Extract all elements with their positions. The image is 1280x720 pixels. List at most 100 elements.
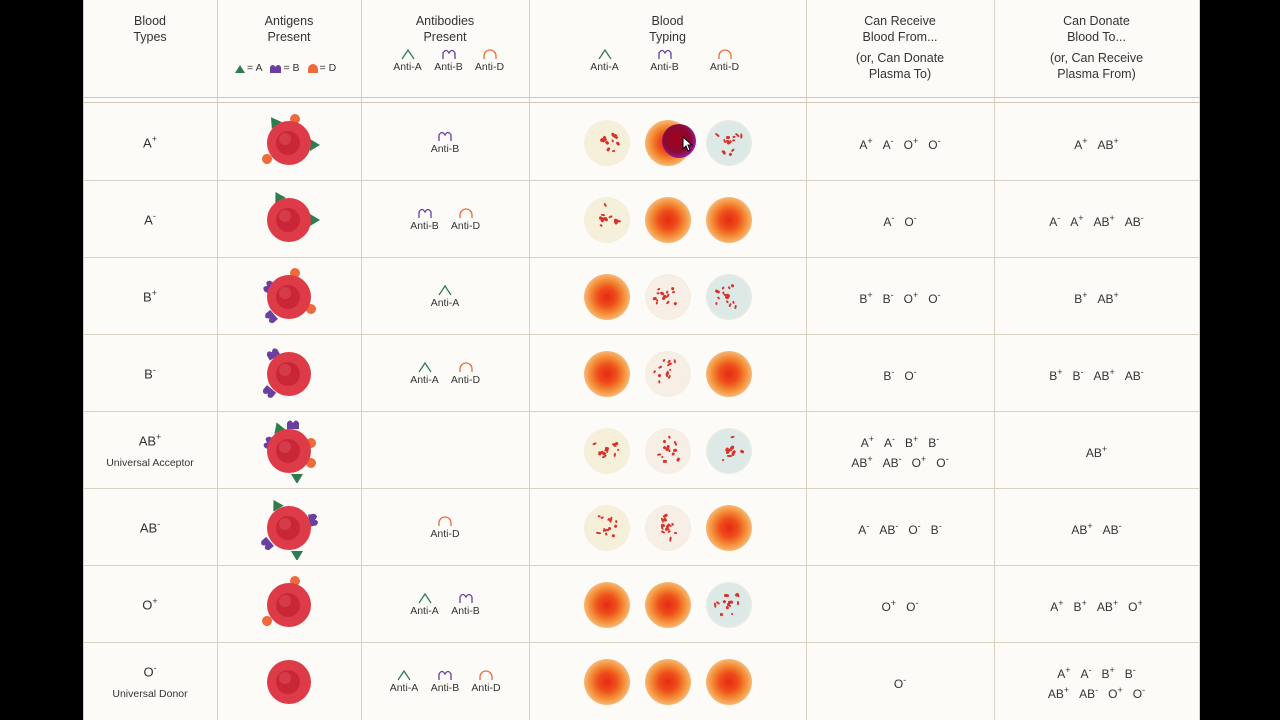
antibody-label: Anti-D: [709, 61, 740, 73]
blood-type-line: A+ AB+: [1069, 133, 1124, 153]
antibody-label: Anti-D: [430, 527, 460, 540]
anti-a-icon: [597, 49, 612, 60]
anti-b-icon: [438, 131, 452, 141]
antibodies-cell: Anti-D: [361, 489, 529, 566]
mouse-cursor-icon: [682, 136, 694, 152]
typing-cell: [529, 335, 806, 412]
blood-type-chip: AB+: [1093, 212, 1115, 229]
blood-type-name: A: [143, 135, 152, 151]
blood-type-chip: AB-: [1079, 684, 1099, 701]
header-line: Types: [133, 29, 167, 44]
blood-type-line: B+ B- AB+ AB-: [1044, 364, 1149, 384]
blood-type-chip: A-: [1049, 212, 1061, 229]
blood-type-chip: A+: [1070, 212, 1084, 229]
header-antibodies: Antibodies Present: [361, 14, 529, 45]
blood-type-chip: O+: [1128, 597, 1143, 614]
blood-type-line: A+ B+ AB+ O+: [1045, 595, 1147, 615]
antibody-label: Anti-A: [430, 296, 460, 309]
anti-d-icon: [438, 515, 452, 526]
antibody-label: Anti-B: [451, 604, 480, 617]
antibodies-cell: Anti-A Anti-D: [361, 335, 529, 412]
header-blood-types: Blood Types: [83, 14, 217, 45]
blood-type-chip: O-: [928, 289, 941, 306]
row-divider: [83, 411, 1200, 412]
antibodies-cell: [361, 412, 529, 489]
anti-a-icon: [417, 592, 432, 603]
typing-well-agglutinated: [583, 427, 630, 474]
blood-type-cell: O+: [83, 566, 217, 643]
legend-a: = A: [235, 62, 262, 74]
blood-type-cell: AB+ Universal Acceptor: [83, 412, 217, 489]
blood-type-chip: A+: [1050, 597, 1064, 614]
blood-type-chip: O+: [903, 289, 919, 306]
can-donate-cell: A- A+ AB+ AB-: [994, 181, 1199, 258]
antibody-item: Anti-A: [584, 49, 625, 73]
antibody-item: Anti-D: [469, 49, 510, 73]
antigen-d-icon: [307, 63, 318, 73]
anti-a-icon: [417, 361, 432, 372]
blood-type-label: O+: [142, 596, 157, 612]
red-blood-cell-icon: [267, 659, 311, 704]
antibody-label: Anti-B: [430, 681, 460, 694]
can-receive-cell: O-: [806, 643, 994, 720]
can-donate-cell: B+ B- AB+ AB-: [994, 335, 1199, 412]
can-receive-cell: B+ B- O+ O-: [806, 258, 994, 335]
typing-well-negative: [644, 581, 691, 628]
blood-type-chip: AB+: [1097, 289, 1119, 306]
blood-type-line: AB+: [1081, 441, 1112, 461]
antibodies-cell: Anti-A: [361, 258, 529, 335]
blood-type-chip: O-: [908, 520, 921, 537]
blood-type-line: A- A+ AB+ AB-: [1044, 210, 1149, 230]
blood-type-line: B+ AB+: [1069, 287, 1124, 307]
blood-type-chip: AB-: [1102, 520, 1122, 537]
header-line: Blood: [134, 14, 166, 28]
typing-well-agglutinated: [644, 427, 691, 474]
blood-type-line: A+ A- B+ B-: [1052, 662, 1141, 682]
typing-cell: [529, 181, 806, 258]
rh-sign: -: [153, 662, 157, 673]
antibody-item: Anti-A: [404, 361, 445, 386]
blood-type-chip: AB-: [1124, 212, 1144, 229]
typing-well-agglutinated: [583, 119, 630, 166]
blood-type-chip: B-: [883, 366, 895, 383]
header-divider: [83, 97, 1200, 103]
blood-type-chart: Blood Types Antigens Present Antibodies …: [83, 0, 1200, 720]
row-divider: [83, 642, 1200, 643]
blood-type-chip: B+: [1049, 366, 1063, 383]
blood-type-chip: B-: [928, 433, 940, 450]
antibody-label: Anti-B: [650, 61, 679, 73]
antibody-label: Anti-D: [450, 219, 481, 232]
red-blood-cell-icon: [262, 575, 311, 627]
typing-well-negative: [644, 196, 691, 243]
red-blood-cell-icon: [262, 347, 311, 398]
antigens-cell: [217, 335, 361, 412]
red-blood-cell-icon: [263, 420, 316, 483]
antigens-cell: [217, 104, 361, 181]
antibodies-cell: Anti-A Anti-B: [361, 566, 529, 643]
blood-type-cell: B-: [83, 335, 217, 412]
blood-type-chip: O-: [904, 366, 917, 383]
grid-line: [361, 0, 362, 720]
anti-a-icon: [397, 669, 411, 680]
antibody-label: Anti-B: [430, 142, 460, 155]
can-donate-cell: AB+ AB-: [994, 489, 1199, 566]
blood-type-chip: O-: [928, 135, 941, 152]
legend-label: = D: [319, 62, 337, 74]
antibody-item: Anti-D: [425, 515, 466, 540]
antibody-item: Anti-B: [425, 670, 466, 694]
typing-well-agglutinated: [705, 581, 752, 628]
anti-d-icon: [458, 207, 473, 218]
header-line: Antibodies: [415, 14, 475, 28]
blood-type-chip: O-: [906, 597, 919, 614]
anti-d-icon: [482, 49, 497, 59]
typing-well-negative: [705, 196, 752, 243]
can-donate-cell: A+ B+ AB+ O+: [994, 566, 1199, 643]
rh-sign: -: [157, 519, 161, 530]
antibodies-cell: Anti-B Anti-D: [361, 181, 529, 258]
antibody-label: Anti-A: [393, 61, 422, 73]
blood-type-chip: B+: [1101, 664, 1115, 681]
typing-well-agglutinated: [644, 350, 691, 397]
blood-type-chip: AB+: [851, 453, 873, 470]
blood-type-chip: AB-: [879, 520, 899, 537]
blood-type-line: B- O-: [878, 364, 921, 384]
